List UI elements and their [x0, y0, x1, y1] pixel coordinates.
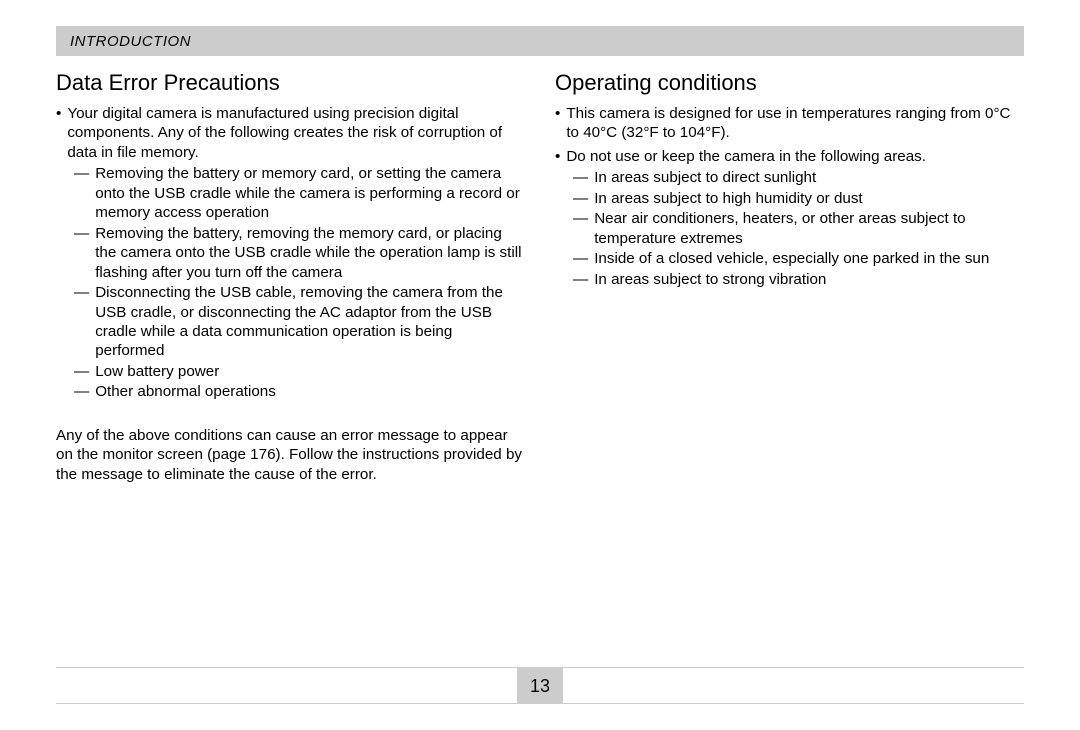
right-dash-list: — In areas subject to direct sunlight — … [573, 168, 1024, 289]
dash-text: Disconnecting the USB cable, removing th… [95, 283, 525, 361]
dash-icon: — [74, 362, 89, 381]
dash-item: — Low battery power [74, 362, 525, 381]
dash-text: In areas subject to high humidity or dus… [594, 189, 1024, 208]
dash-text: Low battery power [95, 362, 525, 381]
dash-icon: — [74, 164, 89, 222]
right-bullet-0-text: This camera is designed for use in tempe… [566, 104, 1024, 143]
dash-item: — In areas subject to strong vibration [573, 270, 1024, 289]
dash-icon: — [573, 189, 588, 208]
dash-icon: — [74, 382, 89, 401]
dash-item: — In areas subject to high humidity or d… [573, 189, 1024, 208]
dash-icon: — [573, 168, 588, 187]
left-dash-list: — Removing the battery or memory card, o… [74, 164, 525, 401]
header-title: INTRODUCTION [70, 33, 191, 50]
right-bullet-1: • Do not use or keep the camera in the f… [555, 147, 1024, 289]
right-bullet-0: • This camera is designed for use in tem… [555, 104, 1024, 143]
dash-icon: — [74, 283, 89, 361]
dash-text: Inside of a closed vehicle, especially o… [594, 249, 1024, 268]
bullet-dot-icon: • [555, 147, 560, 166]
page-number: 13 [530, 676, 550, 697]
dash-icon: — [573, 209, 588, 248]
dash-item: — Removing the battery, removing the mem… [74, 224, 525, 282]
dash-item: — Near air conditioners, heaters, or oth… [573, 209, 1024, 248]
left-section-title: Data Error Precautions [56, 70, 525, 96]
right-column: Operating conditions • This camera is de… [555, 64, 1024, 660]
dash-text: Other abnormal operations [95, 382, 525, 401]
dash-item: — Removing the battery or memory card, o… [74, 164, 525, 222]
content-columns: Data Error Precautions • Your digital ca… [56, 64, 1024, 660]
bullet-dot-icon: • [555, 104, 560, 143]
dash-text: Removing the battery or memory card, or … [95, 164, 525, 222]
dash-text: In areas subject to strong vibration [594, 270, 1024, 289]
right-section-title: Operating conditions [555, 70, 1024, 96]
footer-rule-bottom [56, 703, 1024, 704]
page-number-box: 13 [517, 668, 563, 704]
dash-icon: — [74, 224, 89, 282]
manual-page: INTRODUCTION Data Error Precautions • Yo… [0, 0, 1080, 730]
left-intro-bullet: • Your digital camera is manufactured us… [56, 104, 525, 402]
dash-item: — In areas subject to direct sunlight [573, 168, 1024, 187]
dash-text: Near air conditioners, heaters, or other… [594, 209, 1024, 248]
dash-text: In areas subject to direct sunlight [594, 168, 1024, 187]
left-closing-paragraph: Any of the above conditions can cause an… [56, 426, 525, 484]
dash-text: Removing the battery, removing the memor… [95, 224, 525, 282]
dash-item: — Disconnecting the USB cable, removing … [74, 283, 525, 361]
dash-item: — Inside of a closed vehicle, especially… [573, 249, 1024, 268]
left-intro-text: Your digital camera is manufactured usin… [67, 104, 525, 162]
header-bar: INTRODUCTION [56, 26, 1024, 56]
right-bullet-1-text: Do not use or keep the camera in the fol… [566, 147, 1024, 166]
dash-item: — Other abnormal operations [74, 382, 525, 401]
left-column: Data Error Precautions • Your digital ca… [56, 64, 525, 660]
dash-icon: — [573, 270, 588, 289]
bullet-dot-icon: • [56, 104, 61, 162]
dash-icon: — [573, 249, 588, 268]
